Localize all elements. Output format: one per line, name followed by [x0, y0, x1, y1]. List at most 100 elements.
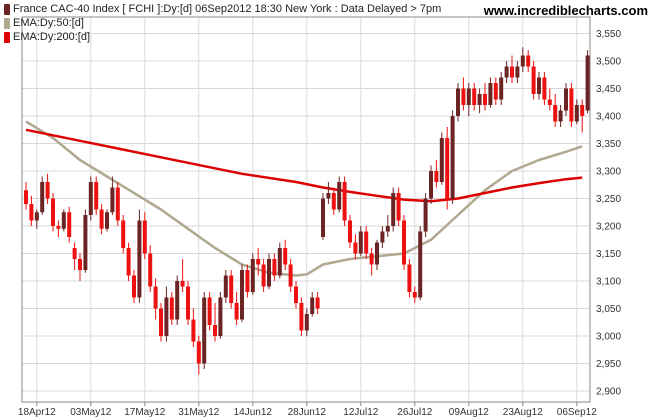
candle-body — [126, 248, 131, 276]
legend-ema200: EMA:Dy:200:[d] — [4, 31, 90, 43]
candle — [213, 303, 217, 342]
site-link[interactable]: www.incrediblecharts.com — [483, 3, 648, 18]
candle — [223, 270, 228, 303]
candle — [67, 206, 72, 243]
candle — [40, 176, 45, 215]
candle — [164, 286, 169, 342]
candle-body — [72, 248, 77, 259]
candle-body — [88, 182, 93, 215]
candle — [358, 226, 363, 257]
candle — [169, 292, 174, 325]
candle-body — [207, 297, 212, 325]
candle — [553, 94, 558, 127]
candle-body — [288, 264, 293, 287]
candle — [83, 209, 88, 273]
y-tick-label: 3,100 — [596, 277, 621, 288]
candle-body — [553, 105, 558, 122]
candle — [499, 72, 504, 105]
candle-body — [472, 88, 477, 105]
candle — [542, 72, 547, 105]
candle-body — [407, 264, 412, 292]
candle-body — [439, 138, 444, 182]
candle — [115, 182, 120, 226]
candle — [159, 303, 163, 342]
y-tick-label: 3,200 — [596, 222, 621, 233]
candle-body — [585, 55, 590, 111]
x-axis-ticks: 18Apr12 03May12 17May12 31May12 14Jun12 28Jun… — [18, 402, 597, 418]
candle — [434, 160, 439, 188]
candle-body — [137, 220, 142, 298]
candle — [461, 77, 466, 111]
candle-body — [504, 66, 509, 78]
y-tick-label: 3,400 — [596, 112, 621, 123]
candle-body — [380, 231, 385, 243]
candle — [191, 308, 196, 347]
candle — [245, 264, 250, 298]
legend-ema50-label: EMA:Dy:50:[d] — [13, 17, 84, 29]
candle — [99, 204, 104, 235]
candle-body — [375, 242, 379, 265]
candle-body — [418, 231, 423, 298]
candle-body — [429, 171, 433, 199]
candle-body — [310, 297, 315, 314]
candle — [153, 278, 158, 320]
candle — [564, 83, 568, 116]
y-tick-label: 3,150 — [596, 249, 621, 260]
candle-body — [267, 259, 271, 287]
legend-ema50: EMA:Dy:50:[d] — [4, 17, 84, 29]
candle-body — [391, 193, 396, 226]
candle — [450, 110, 455, 204]
candle — [364, 226, 369, 259]
candle-body — [105, 212, 109, 229]
candle-body — [331, 193, 336, 210]
candle-body — [213, 325, 217, 336]
ema200-series — [25, 128, 583, 203]
candle-body — [29, 204, 34, 221]
ema200-line — [25, 128, 583, 203]
candle — [585, 50, 590, 114]
candle — [121, 215, 126, 254]
candle-body — [542, 77, 547, 100]
candle-body — [223, 275, 228, 298]
ema50-series — [25, 120, 583, 277]
candle — [375, 239, 379, 270]
candle — [337, 176, 342, 213]
candle-body — [186, 286, 190, 320]
candle-body — [299, 303, 304, 331]
candle — [477, 88, 482, 114]
candle — [218, 292, 223, 339]
y-tick-label: 3,350 — [596, 139, 621, 150]
candle — [277, 242, 282, 279]
candle-body — [202, 297, 207, 364]
candle — [321, 193, 325, 240]
candle-body — [402, 220, 406, 265]
y-tick-label: 2,900 — [596, 387, 621, 398]
candle-body — [256, 259, 261, 265]
x-tick-label: 12Jul12 — [343, 407, 378, 418]
legend-ema200-label: EMA:Dy:200:[d] — [13, 31, 91, 43]
candle-body — [358, 231, 363, 254]
candle — [445, 127, 450, 210]
candle-body — [342, 182, 347, 221]
candle-body — [99, 209, 104, 229]
candle — [51, 193, 55, 232]
candle — [88, 176, 93, 221]
candle — [407, 259, 412, 298]
candle — [580, 99, 585, 133]
candle-body — [283, 248, 288, 265]
candle-body — [94, 182, 99, 210]
candle — [110, 176, 115, 215]
candle — [380, 226, 385, 248]
candle-body — [564, 88, 568, 111]
ema50-line — [25, 120, 583, 277]
x-tick-label: 09Aug12 — [449, 407, 489, 418]
candle-body — [547, 99, 552, 105]
candle — [148, 245, 153, 292]
candle — [483, 83, 487, 111]
candle — [472, 83, 477, 111]
candle — [331, 187, 336, 215]
candle-body — [483, 94, 487, 105]
candle — [531, 61, 536, 100]
candle-body — [515, 66, 520, 78]
candle — [429, 165, 433, 204]
